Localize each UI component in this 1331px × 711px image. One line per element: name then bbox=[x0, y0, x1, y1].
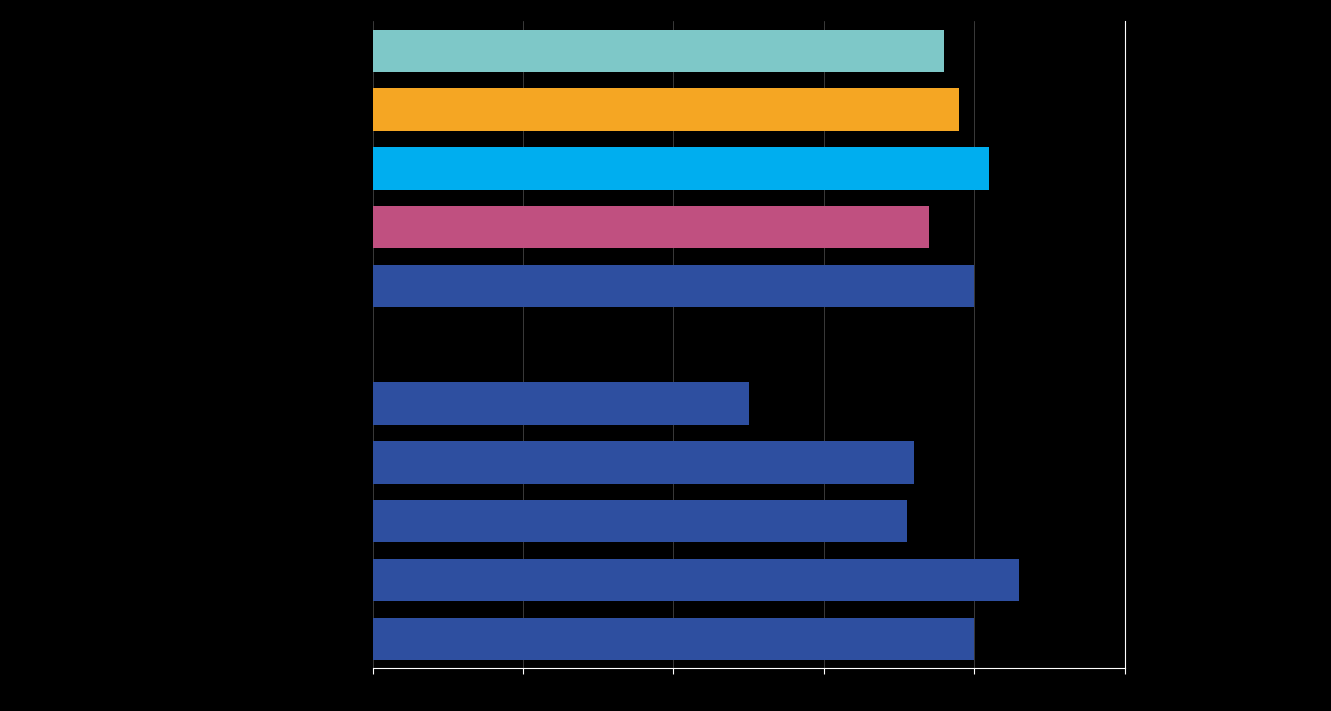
Bar bbox=[373, 30, 944, 72]
Bar bbox=[373, 206, 929, 248]
Bar bbox=[373, 559, 1020, 602]
Bar bbox=[373, 147, 989, 190]
Bar bbox=[373, 618, 974, 660]
Bar bbox=[373, 500, 906, 542]
Bar bbox=[373, 383, 748, 425]
Bar bbox=[373, 264, 974, 307]
Bar bbox=[373, 442, 914, 483]
Bar bbox=[373, 88, 960, 131]
